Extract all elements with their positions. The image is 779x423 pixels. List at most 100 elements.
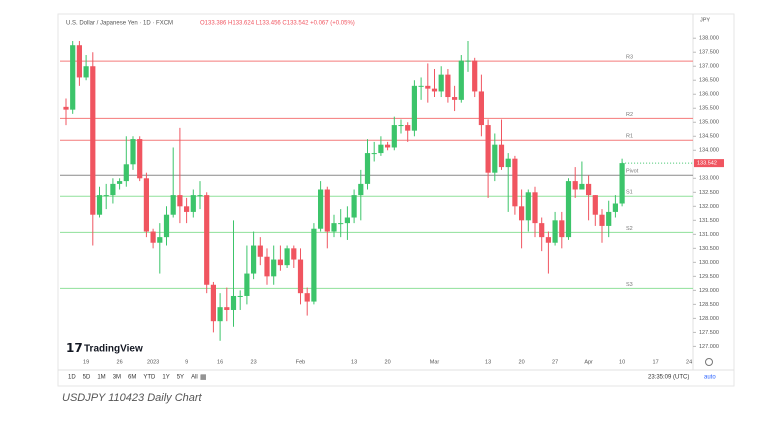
candle-body (110, 183, 116, 196)
y-tick-label: 138.000 (699, 36, 719, 42)
candle-body (197, 195, 203, 197)
pivot-label: S2 (626, 226, 633, 232)
y-tick-label: 131.500 (699, 218, 719, 224)
range-button[interactable]: 3M (113, 375, 121, 381)
candle-body (96, 195, 103, 215)
y-tick-label: 135.500 (699, 106, 719, 112)
candle-body (492, 144, 498, 173)
candle-body (103, 195, 109, 197)
candle-body (391, 125, 397, 148)
candle-body (438, 74, 444, 92)
candle-body (425, 85, 431, 89)
range-button[interactable]: All (191, 375, 198, 381)
pivot-label: R3 (626, 55, 633, 61)
x-tick-label: Apr (584, 359, 593, 365)
pivot-label: R2 (626, 112, 633, 118)
candle-body (371, 153, 377, 155)
candle-body (532, 192, 538, 224)
candle-body (217, 307, 223, 322)
x-tick-label: 20 (519, 359, 525, 365)
scale-mode[interactable]: auto (704, 375, 716, 381)
chart-frame (57, 13, 735, 387)
candle-body (612, 203, 618, 212)
y-tick-label: 129.000 (699, 288, 719, 294)
pivot-label: Pivot (626, 169, 639, 175)
candle-body (324, 189, 330, 232)
range-button[interactable]: 1D (68, 375, 76, 381)
y-tick-label: 131.000 (699, 232, 719, 238)
range-button[interactable]: 1M (97, 375, 105, 381)
candle-body (505, 158, 511, 168)
date-range-icon[interactable]: ▦ (200, 374, 207, 381)
range-button[interactable]: YTD (143, 375, 156, 381)
range-button[interactable]: 5D (83, 375, 91, 381)
range-button[interactable]: 6M (128, 375, 136, 381)
candle-body (264, 256, 270, 277)
candle-body (304, 293, 310, 302)
candle-body (559, 220, 565, 238)
candle-body (579, 183, 585, 190)
candle-body (224, 307, 230, 310)
candle-body (157, 237, 163, 243)
candle-body (150, 231, 156, 243)
candle-body (364, 153, 371, 184)
chart-title: U.S. Dollar / Japanese Yen · 1D · FXCM (66, 21, 173, 27)
candle-body (565, 181, 572, 238)
y-tick-label: 133.000 (699, 176, 719, 182)
candle-body (137, 139, 143, 179)
y-tick-label: 130.000 (699, 260, 719, 266)
candle-body (63, 106, 69, 110)
candle-body (271, 259, 277, 277)
x-tick-label: 10 (619, 359, 625, 365)
candle-body (485, 125, 491, 173)
y-tick-label: 129.500 (699, 274, 719, 280)
candle-body (284, 248, 290, 266)
y-tick-label: 136.000 (699, 92, 719, 98)
x-tick-label: 2023 (147, 359, 159, 365)
range-button[interactable]: 1Y (162, 375, 169, 381)
candle-body (445, 74, 451, 98)
candle-body (230, 295, 237, 310)
candle-body (204, 195, 210, 285)
candle-body (452, 97, 458, 100)
candle-body (143, 178, 149, 232)
x-tick-label: 24 (686, 359, 692, 365)
candle-body (552, 220, 558, 243)
caption: USDJPY 110423 Daily Chart (62, 392, 203, 404)
candle-body (606, 211, 612, 226)
candle-body (398, 125, 404, 127)
x-tick-label: 13 (351, 359, 357, 365)
y-tick-label: 127.000 (699, 344, 719, 350)
candle-body (170, 195, 176, 215)
x-tick-label: 9 (185, 359, 188, 365)
candle-body (512, 158, 518, 207)
range-button[interactable]: 5Y (177, 375, 184, 381)
candle-body (210, 284, 216, 322)
candle-body (465, 60, 471, 62)
x-tick-label: Feb (296, 359, 305, 365)
y-tick-label: 136.500 (699, 78, 719, 84)
last-price-box (694, 159, 724, 168)
axis-unit[interactable]: JPY (700, 17, 710, 23)
candle-body (90, 66, 96, 215)
logo-mark: 𝟭𝟳 (66, 341, 83, 355)
ohlc-header: O133.386 H133.624 L133.456 C133.542 +0.0… (200, 21, 355, 27)
candle-body (297, 259, 304, 294)
y-tick-label: 127.500 (699, 330, 719, 336)
settings-icon[interactable] (705, 358, 713, 366)
candle-body (177, 195, 183, 207)
last-price-label: 133.542 (697, 161, 717, 167)
candle-body (163, 214, 170, 238)
candle-body (599, 214, 605, 226)
x-tick-label: 13 (485, 359, 491, 365)
x-tick-label: 19 (83, 359, 89, 365)
candle-body (338, 223, 344, 225)
candle-body (244, 273, 250, 296)
candle-body (358, 183, 364, 196)
x-tick-label: 17 (653, 359, 659, 365)
x-tick-label: 27 (552, 359, 558, 365)
candle-body (545, 237, 551, 243)
x-tick-label: 26 (117, 359, 123, 365)
